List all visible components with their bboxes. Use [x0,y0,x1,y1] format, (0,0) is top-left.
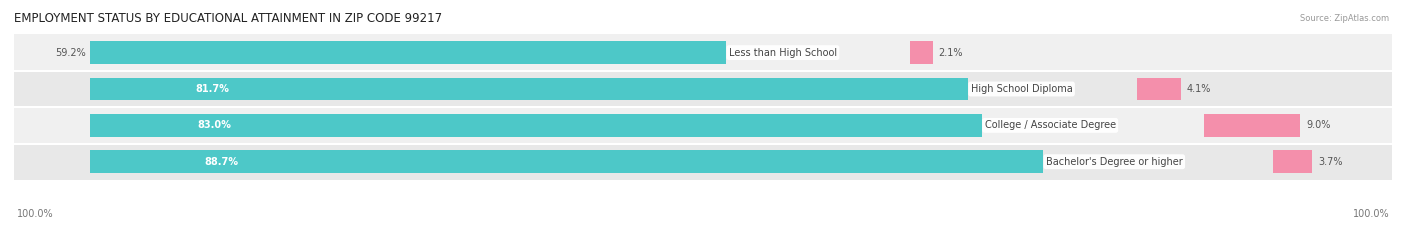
Bar [14,107,1392,144]
Text: Bachelor's Degree or higher: Bachelor's Degree or higher [1046,157,1182,167]
Bar [1136,78,1181,100]
Text: 2.1%: 2.1% [938,48,963,58]
Text: 4.1%: 4.1% [1187,84,1211,94]
Bar [90,41,725,64]
Bar [1272,151,1312,173]
Bar [14,34,1392,71]
Text: 81.7%: 81.7% [195,84,229,94]
Text: 3.7%: 3.7% [1317,157,1343,167]
Text: 100.0%: 100.0% [1353,209,1389,219]
Text: College / Associate Degree: College / Associate Degree [984,120,1116,130]
Text: 100.0%: 100.0% [17,209,53,219]
Text: 59.2%: 59.2% [55,48,86,58]
Bar [90,78,967,100]
Bar [90,151,1043,173]
Text: 83.0%: 83.0% [197,120,231,130]
Text: High School Diploma: High School Diploma [970,84,1073,94]
Bar [90,114,981,137]
Bar [14,144,1392,180]
Text: Source: ZipAtlas.com: Source: ZipAtlas.com [1301,14,1389,23]
Text: 88.7%: 88.7% [204,157,238,167]
Bar [910,41,932,64]
Bar [14,71,1392,107]
Text: EMPLOYMENT STATUS BY EDUCATIONAL ATTAINMENT IN ZIP CODE 99217: EMPLOYMENT STATUS BY EDUCATIONAL ATTAINM… [14,11,441,24]
Text: Less than High School: Less than High School [728,48,837,58]
Bar [1204,114,1301,137]
Text: 9.0%: 9.0% [1306,120,1330,130]
